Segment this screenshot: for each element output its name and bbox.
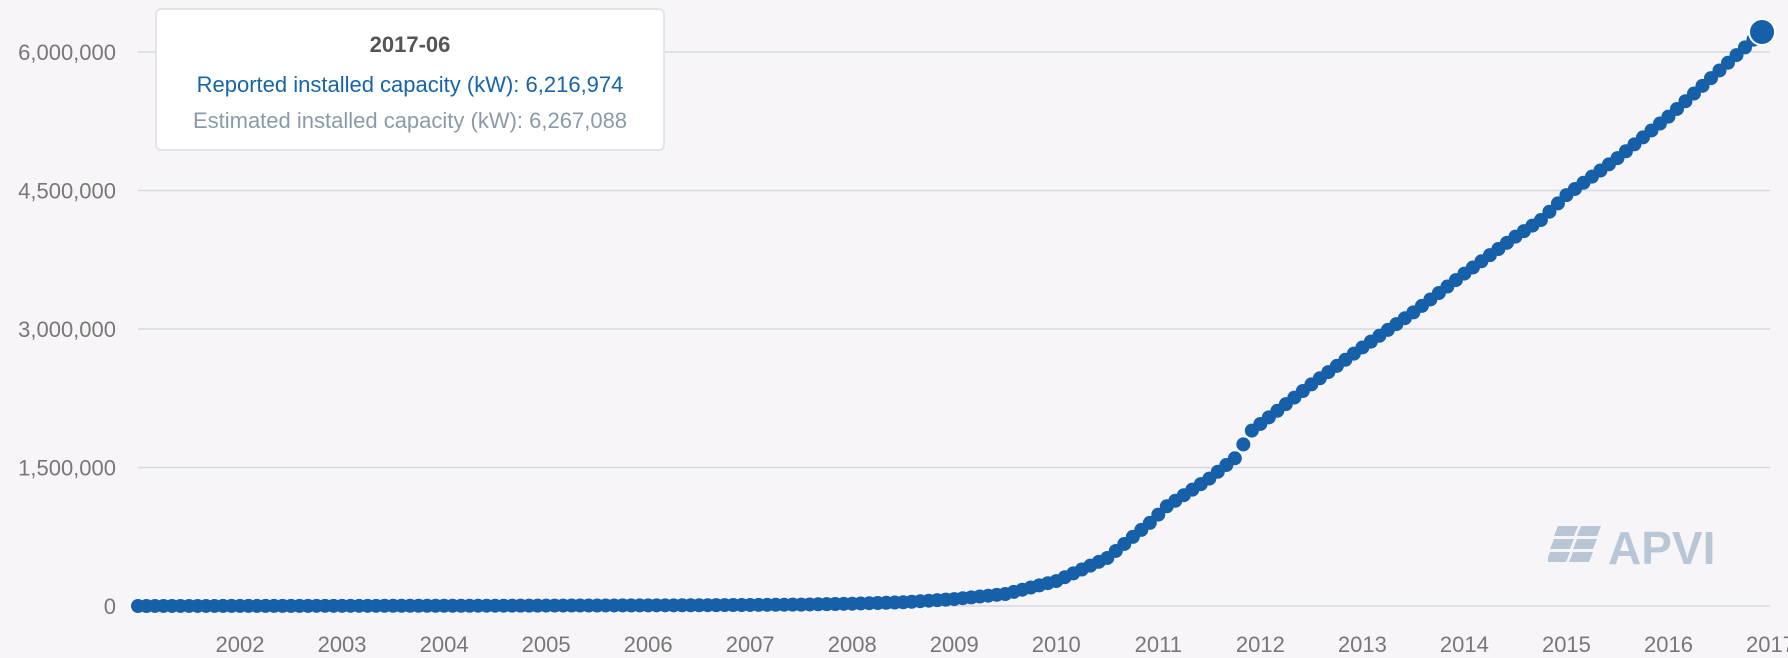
y-axis: 0 1,500,000 3,000,000 4,500,000 6,000,000 <box>18 40 116 619</box>
tooltip-estimated-value: 6,267,088 <box>529 108 628 133</box>
x-tick-label: 2009 <box>930 632 979 657</box>
tooltip-reported-value: 6,216,974 <box>525 72 624 97</box>
y-tick-label: 1,500,000 <box>18 456 116 481</box>
x-tick-label: 2003 <box>318 632 367 657</box>
y-tick-label: 0 <box>104 594 116 619</box>
y-tick-label: 4,500,000 <box>18 179 116 204</box>
data-point[interactable] <box>1236 437 1251 452</box>
x-tick-label: 2004 <box>420 632 469 657</box>
tooltip-reported: Reported installed capacity (kW): 6,216,… <box>157 72 663 98</box>
data-points[interactable] <box>131 17 1776 613</box>
x-tick-label: 2006 <box>624 632 673 657</box>
x-axis: 2002 2003 2004 2005 2006 2007 2008 2009 2010 2011… <box>216 632 1788 657</box>
y-tick-label: 3,000,000 <box>18 317 116 342</box>
x-tick-label: 2011 <box>1135 632 1182 657</box>
x-tick-label: 2015 <box>1542 632 1591 657</box>
x-tick-label: 2002 <box>216 632 265 657</box>
apvi-logo: APVI <box>1546 520 1743 574</box>
x-tick-label: 2005 <box>522 632 571 657</box>
x-tick-label: 2014 <box>1440 632 1489 657</box>
x-tick-label: 2012 <box>1236 632 1285 657</box>
x-tick-label: 2007 <box>726 632 775 657</box>
tooltip: 2017-06 Reported installed capacity (kW)… <box>155 8 665 151</box>
x-tick-label: 2010 <box>1032 632 1081 657</box>
tooltip-reported-label: Reported installed capacity (kW): <box>196 72 526 97</box>
tooltip-date: 2017-06 <box>369 32 451 57</box>
x-tick-label: 2008 <box>828 632 877 657</box>
y-tick-label: 6,000,000 <box>18 40 116 65</box>
tooltip-estimated: Estimated installed capacity (kW): 6,267… <box>157 108 663 134</box>
x-tick-label: 2013 <box>1338 632 1387 657</box>
x-tick-label: 2017 <box>1746 632 1788 657</box>
apvi-logo-text: APVI <box>1608 522 1715 570</box>
tooltip-estimated-label: Estimated installed capacity (kW): <box>192 108 530 133</box>
highlighted-data-point[interactable] <box>1748 17 1776 46</box>
apvi-logo-mark <box>1546 526 1601 562</box>
x-tick-label: 2016 <box>1644 632 1693 657</box>
data-point[interactable] <box>1227 451 1242 466</box>
